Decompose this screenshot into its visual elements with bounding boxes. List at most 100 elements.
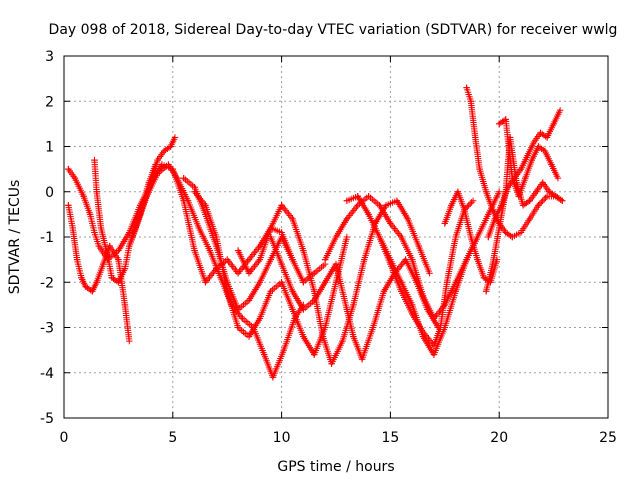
data-point — [280, 346, 287, 354]
data-point — [463, 84, 470, 91]
data-point — [269, 374, 277, 381]
data-point — [354, 202, 361, 209]
data-point — [554, 174, 562, 182]
data-point — [419, 292, 427, 300]
data-point — [398, 288, 405, 295]
data-point — [461, 206, 468, 214]
data-point — [448, 202, 455, 209]
data-point — [126, 337, 133, 345]
data-point — [202, 202, 209, 209]
y-tick-label: 0 — [45, 185, 54, 201]
data-point — [73, 256, 81, 263]
data-point — [496, 188, 503, 195]
data-point — [289, 306, 296, 313]
data-point — [489, 206, 496, 214]
data-point — [202, 279, 209, 286]
data-point — [350, 333, 357, 340]
data-point — [404, 215, 412, 223]
data-point — [180, 174, 187, 182]
data-point — [300, 306, 307, 313]
data-point — [496, 224, 503, 232]
data-point — [474, 256, 481, 263]
data-point — [556, 107, 564, 114]
data-point — [234, 306, 242, 313]
data-point — [332, 233, 340, 241]
data-point — [260, 351, 268, 358]
data-point — [509, 174, 516, 182]
data-point — [224, 256, 231, 263]
data-point — [173, 174, 181, 182]
data-point — [430, 315, 438, 322]
data-point — [430, 342, 438, 349]
data-point — [289, 256, 296, 263]
y-tick-label: -4 — [40, 366, 54, 382]
data-point — [354, 193, 361, 200]
data-point — [115, 256, 122, 263]
data-point — [519, 202, 527, 209]
data-point — [485, 233, 492, 241]
x-tick-label: 10 — [273, 430, 291, 446]
data-point — [126, 242, 133, 250]
data-point — [382, 202, 390, 209]
data-point — [158, 161, 166, 168]
data-point — [517, 165, 525, 173]
data-point — [154, 156, 161, 164]
series-track-8 — [234, 197, 433, 367]
data-point — [267, 224, 274, 232]
data-point — [502, 116, 509, 123]
x-axis-label: GPS time / hours — [277, 459, 394, 475]
data-point — [160, 147, 168, 155]
data-point — [343, 215, 351, 223]
data-points-layer — [65, 84, 566, 381]
data-point — [245, 333, 253, 340]
data-point — [289, 215, 296, 223]
data-point — [530, 138, 538, 146]
data-point — [469, 197, 477, 204]
data-point — [167, 143, 174, 150]
data-point — [300, 279, 307, 286]
data-point — [343, 197, 351, 204]
data-point — [256, 279, 264, 286]
data-point — [415, 242, 422, 250]
series-track-14 — [463, 84, 566, 241]
data-point — [543, 134, 551, 141]
data-point — [300, 333, 307, 340]
data-point — [311, 270, 318, 277]
data-point — [191, 188, 198, 195]
data-point — [234, 324, 242, 331]
data-point — [482, 188, 490, 195]
data-point — [80, 193, 87, 200]
data-point — [154, 170, 161, 177]
data-point — [502, 229, 509, 236]
data-point — [213, 233, 220, 241]
data-point — [224, 288, 231, 295]
data-point — [408, 310, 416, 318]
axis-ticks: 0 5 10 15 20 25 -5 -4 -3 -2 -1 0 1 2 3 — [40, 49, 617, 446]
data-point — [498, 202, 505, 209]
data-point — [485, 211, 492, 218]
data-point — [472, 134, 479, 141]
data-point — [104, 251, 111, 259]
series-track-7 — [191, 188, 351, 358]
data-point — [245, 256, 253, 263]
data-point — [132, 224, 140, 232]
data-point — [387, 260, 394, 268]
y-tick-label: 2 — [45, 94, 54, 110]
data-point — [234, 247, 242, 254]
y-tick-label: 3 — [45, 49, 54, 65]
data-point — [206, 247, 213, 254]
data-point — [95, 242, 103, 250]
data-point — [91, 156, 98, 164]
data-point — [78, 274, 85, 281]
data-point — [463, 256, 470, 263]
data-point — [430, 351, 438, 358]
data-point — [343, 233, 351, 241]
data-point — [452, 288, 459, 295]
data-point — [256, 315, 264, 322]
data-point — [91, 229, 98, 236]
data-point — [99, 260, 107, 268]
data-point — [526, 215, 533, 223]
data-point — [546, 188, 553, 195]
data-point — [278, 279, 285, 286]
series-track-16 — [485, 107, 564, 241]
